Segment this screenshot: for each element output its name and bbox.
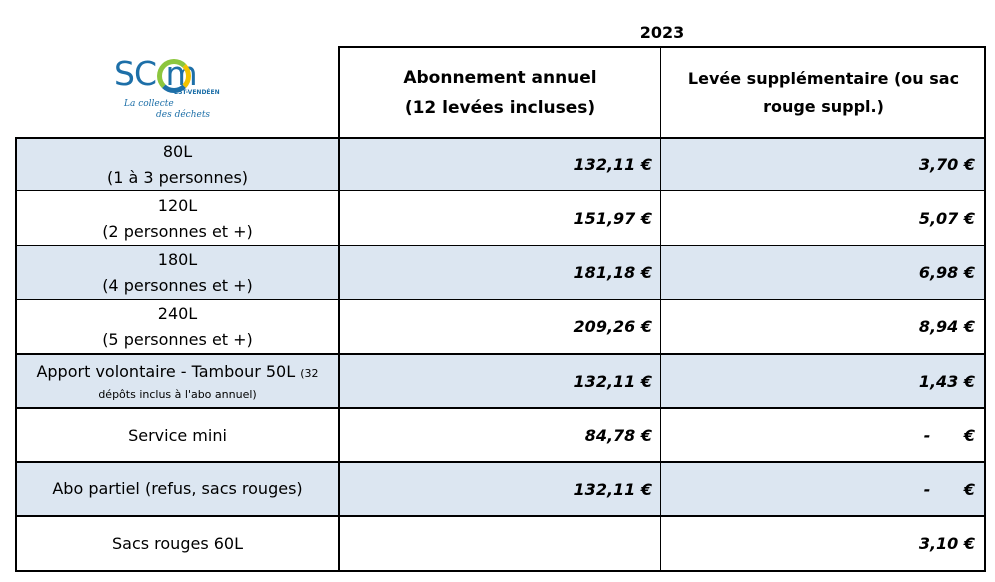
table-row: Sacs rouges 60L 3,10 € [17, 517, 985, 570]
row-extra-price: - € [923, 479, 975, 499]
row-label: Apport volontaire - Tambour 50L (32 dépôt… [36, 362, 319, 401]
header-annual-subscription: Abonnement annuel (12 levées incluses) [403, 68, 597, 118]
grid-line [15, 570, 986, 572]
grid-line [15, 137, 986, 139]
row-label: Service mini [128, 425, 227, 445]
year-header: 2023 [639, 23, 685, 42]
row-extra-price: 1,43 € [918, 371, 975, 391]
row-label: 80L (1 à 3 personnes) [106, 141, 249, 187]
grid-line [15, 515, 986, 517]
table-row: 120L (2 personnes et +) 151,97 € 5,07 € [17, 192, 985, 245]
row-annual-price: 151,97 € [573, 209, 652, 228]
grid-line [15, 190, 986, 191]
row-extra-price: - € [923, 426, 975, 445]
table-row: Service mini 84,78 € - € [17, 409, 985, 462]
grid-line [338, 46, 340, 572]
grid-line [984, 46, 986, 572]
grid-line [15, 407, 986, 409]
grid-line [339, 46, 985, 48]
logo-tagline-1: La collecte [124, 99, 174, 109]
header-extra-lift: Levée supplémentaire (ou sac rouge suppl… [687, 69, 960, 116]
row-extra-price: 8,94 € [918, 317, 975, 336]
table-row: 180L (4 personnes et +) 181,18 € 6,98 € [17, 246, 985, 299]
row-annual-price: 132,11 € [573, 371, 652, 391]
row-label: 180L (4 personnes et +) [102, 249, 253, 295]
row-label: Sacs rouges 60L [111, 533, 244, 553]
row-label: 120L (2 personnes et +) [102, 195, 253, 241]
logo-tagline-2: des déchets [156, 110, 211, 120]
row-annual-price: 84,78 € [584, 426, 652, 445]
row-annual-price: 132,11 € [573, 479, 652, 499]
grid-line [15, 461, 986, 463]
grid-line [15, 299, 986, 300]
grid-line [15, 245, 986, 246]
row-label: Abo partiel (refus, sacs rouges) [52, 479, 303, 498]
row-label: 240L (5 personnes et +) [102, 303, 253, 349]
table-row: Apport volontaire - Tambour 50L (32 dépôt… [17, 355, 985, 407]
grid-line [660, 46, 661, 572]
table-row: Abo partiel (refus, sacs rouges) 132,11 … [17, 463, 985, 515]
table-row: 80L (1 à 3 personnes) 132,11 € 3,70 € [17, 139, 985, 190]
logo-subtitle: EST-VENDÉEN [174, 89, 220, 96]
row-annual-price: 181,18 € [573, 263, 652, 282]
row-extra-price: 5,07 € [918, 209, 975, 228]
logo-ring-icon [157, 59, 191, 93]
row-extra-price: 6,98 € [918, 263, 975, 282]
table-row: 240L (5 personnes et +) 209,26 € 8,94 € [17, 300, 985, 353]
row-annual-price [339, 517, 652, 570]
row-annual-price: 209,26 € [573, 317, 652, 336]
grid-line [15, 353, 986, 355]
row-annual-price: 132,11 € [573, 155, 652, 174]
grid-line [15, 138, 17, 572]
row-extra-price: 3,10 € [918, 534, 975, 553]
scom-logo: SC m EST-VENDÉEN La collecte des déchets [108, 54, 240, 126]
row-extra-price: 3,70 € [918, 155, 975, 174]
